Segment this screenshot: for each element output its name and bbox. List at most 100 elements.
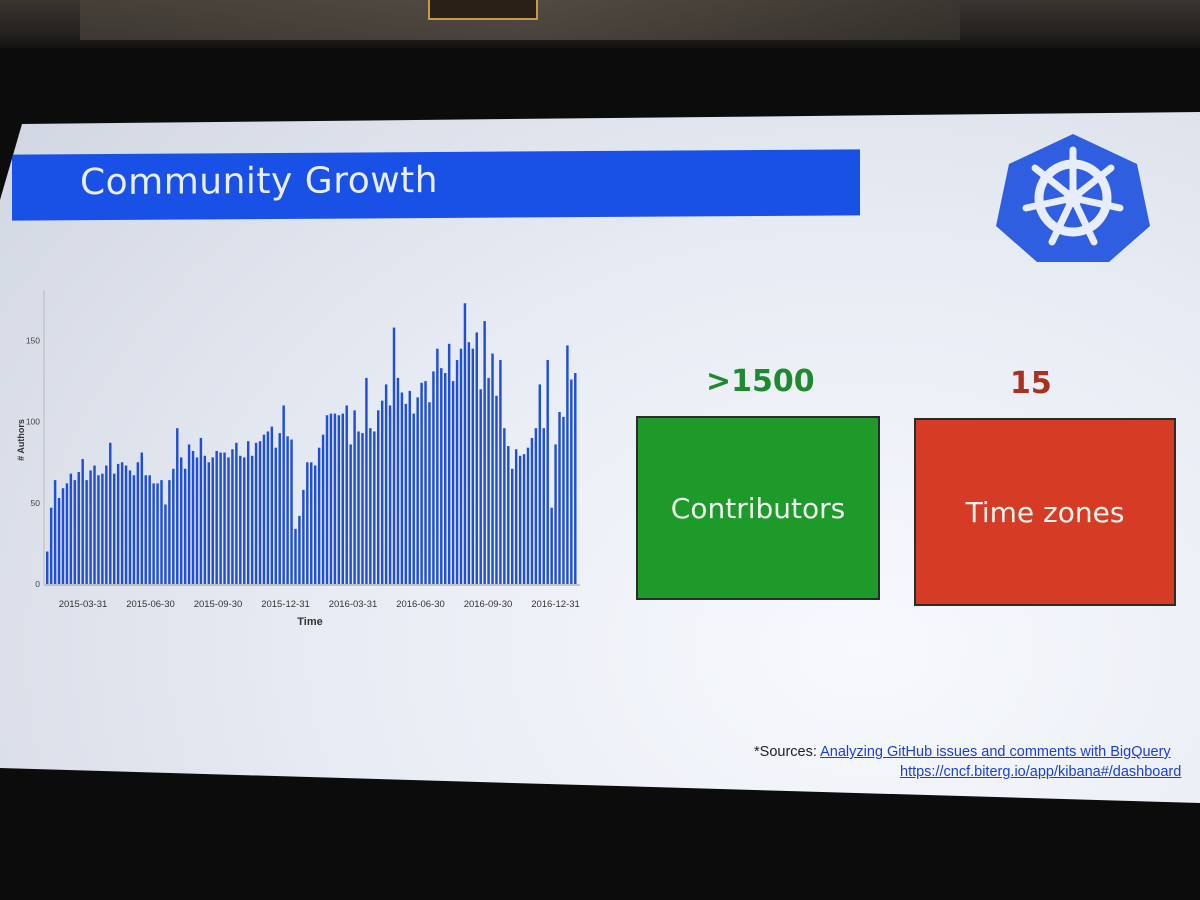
timezones-label: Time zones <box>965 495 1125 529</box>
bar <box>239 455 242 584</box>
bar <box>246 441 250 584</box>
bar <box>274 447 278 584</box>
bar <box>554 444 557 584</box>
bar <box>349 444 352 584</box>
bar <box>53 480 57 584</box>
bar <box>455 360 459 584</box>
x-tick-label: 2016-12-31 <box>531 599 580 610</box>
bar <box>503 428 506 584</box>
bar <box>262 434 266 584</box>
bar <box>81 459 84 584</box>
bar <box>120 462 124 584</box>
bar <box>306 462 309 584</box>
bar <box>243 457 246 584</box>
bar <box>219 452 222 584</box>
bar <box>424 381 427 584</box>
bar <box>313 465 317 584</box>
bar <box>542 428 545 584</box>
bar <box>538 384 542 584</box>
y-tick-label: 100 <box>26 417 40 427</box>
bar <box>329 413 333 584</box>
bar <box>235 442 238 584</box>
bar <box>69 473 73 584</box>
bar <box>156 483 159 584</box>
bar <box>101 473 104 584</box>
bar <box>444 373 447 584</box>
bar <box>380 400 384 584</box>
bar <box>223 452 226 584</box>
bar <box>109 442 112 584</box>
bar <box>49 507 53 584</box>
bar <box>183 468 187 584</box>
bar <box>369 428 372 584</box>
bar <box>566 345 569 584</box>
bar <box>574 373 577 584</box>
bar <box>373 431 376 584</box>
bar <box>353 410 356 584</box>
bar <box>499 360 502 584</box>
bar <box>148 475 151 584</box>
bigquery-source-link[interactable]: Analyzing GitHub issues and comments wit… <box>820 744 1171 760</box>
bar <box>546 360 549 584</box>
bar <box>562 416 565 584</box>
bar <box>61 488 65 584</box>
bar <box>408 390 411 584</box>
bar <box>203 455 207 584</box>
bar <box>357 431 360 584</box>
bar <box>164 504 167 584</box>
bar <box>266 431 270 584</box>
bar <box>317 447 321 584</box>
title-bar: Community Growth <box>12 149 860 221</box>
bar <box>152 483 155 584</box>
light-fixture <box>428 0 538 20</box>
bar <box>105 465 108 584</box>
bar <box>388 405 392 584</box>
bar <box>73 480 77 584</box>
bar <box>270 426 274 584</box>
bar <box>97 475 100 584</box>
x-tick-label: 2016-03-31 <box>329 599 378 610</box>
bar <box>507 446 510 584</box>
bar <box>392 327 396 584</box>
bar <box>361 433 364 584</box>
bar <box>144 475 147 584</box>
bar <box>518 455 522 584</box>
bar <box>487 377 490 584</box>
bar <box>250 455 254 584</box>
bar <box>172 468 175 584</box>
bar <box>495 395 498 584</box>
bar <box>65 483 69 584</box>
bar <box>491 353 494 584</box>
bar <box>215 450 218 584</box>
bar <box>530 437 534 584</box>
bar <box>116 463 120 584</box>
bar <box>278 433 281 584</box>
bar <box>428 402 431 584</box>
biterg-dashboard-link[interactable]: https://cncf.biterg.io/app/kibana#/dashb… <box>900 764 1182 780</box>
bar <box>321 434 325 584</box>
bar <box>254 442 258 584</box>
y-axis-label: # Authors <box>16 419 26 461</box>
bar <box>333 413 337 584</box>
x-tick-label: 2016-09-30 <box>464 599 513 610</box>
slide-title: Community Growth <box>80 159 439 204</box>
bar <box>475 332 478 584</box>
y-tick-label: 50 <box>31 498 41 508</box>
bar <box>440 368 443 584</box>
bar <box>128 470 132 584</box>
bar <box>124 465 128 584</box>
bar <box>325 415 329 584</box>
bar <box>89 470 92 584</box>
authors-bar-chart: # Authors 0 50 100 150 2015-03-31 2015-06-30… <box>16 290 580 628</box>
bar <box>207 462 211 584</box>
bar <box>176 428 179 584</box>
bar <box>93 465 96 584</box>
x-tick-label: 2016-06-30 <box>396 599 445 610</box>
x-tick-label: 2015-09-30 <box>194 599 243 610</box>
bar <box>302 489 305 584</box>
contributors-label: Contributors <box>670 491 846 525</box>
x-tick-label: 2015-06-30 <box>126 599 175 610</box>
bar <box>187 444 191 584</box>
